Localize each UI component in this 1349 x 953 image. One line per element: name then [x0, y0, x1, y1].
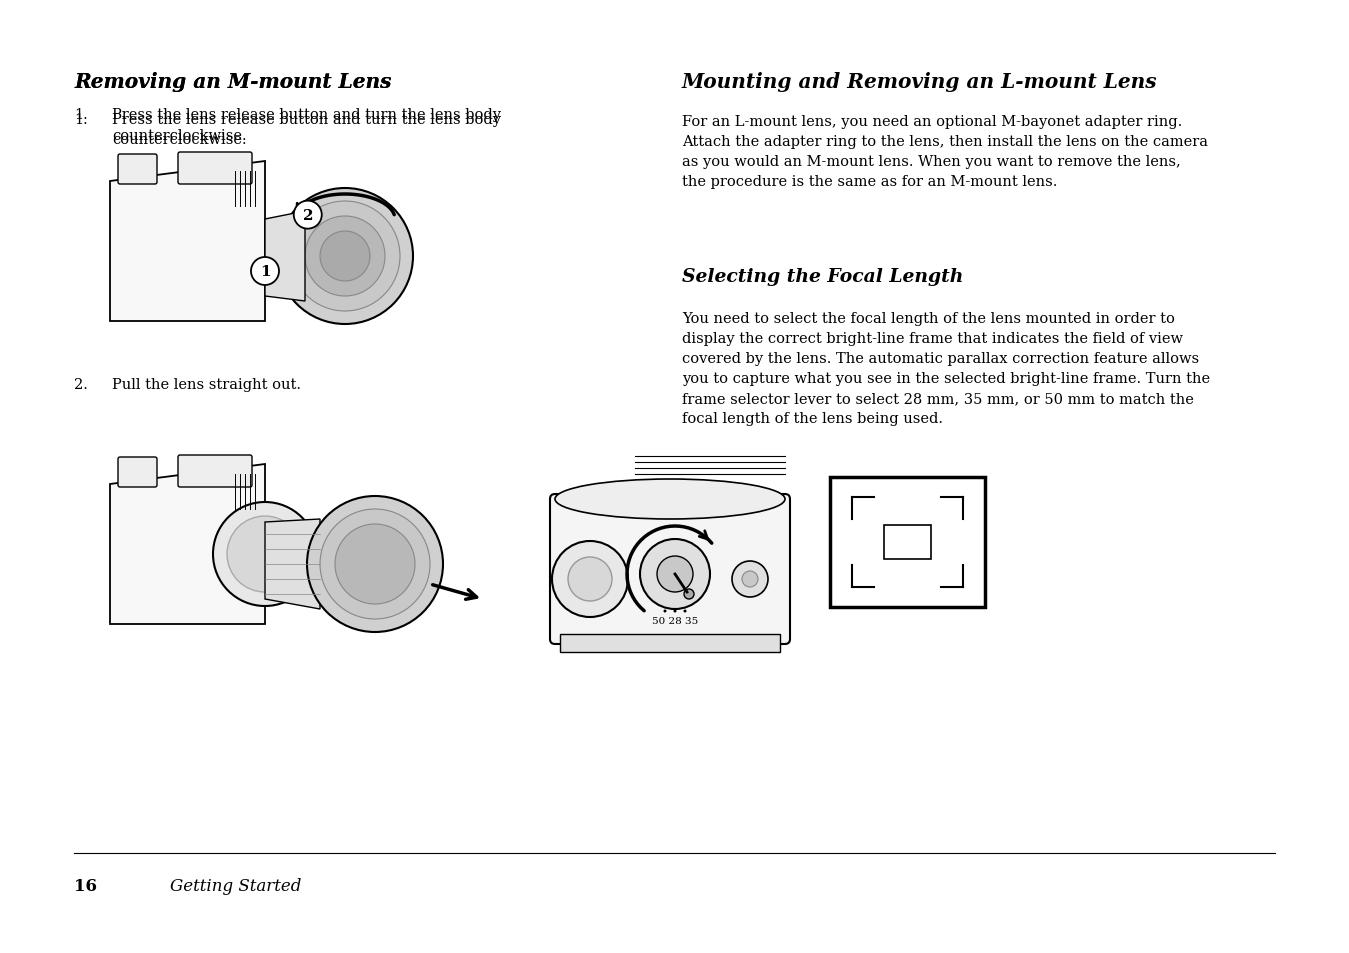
FancyBboxPatch shape [178, 152, 252, 185]
Text: Selecting the Focal Length: Selecting the Focal Length [683, 268, 963, 286]
Text: Getting Started: Getting Started [170, 877, 301, 894]
Circle shape [277, 189, 413, 325]
Text: 50 28 35: 50 28 35 [652, 617, 699, 625]
Circle shape [657, 557, 693, 593]
Text: For an L-mount lens, you need an optional M-bayonet adapter ring.
Attach the ada: For an L-mount lens, you need an optiona… [683, 115, 1207, 189]
Text: 1: 1 [260, 265, 270, 278]
Polygon shape [264, 519, 320, 609]
FancyBboxPatch shape [560, 635, 780, 652]
Circle shape [568, 558, 612, 601]
Circle shape [639, 539, 710, 609]
Circle shape [227, 517, 304, 593]
Circle shape [320, 232, 370, 282]
Circle shape [305, 216, 384, 296]
Text: 2.: 2. [74, 377, 88, 392]
Circle shape [290, 202, 401, 312]
Text: Press the lens release button and turn the lens body
counterclockwise.: Press the lens release button and turn t… [112, 112, 500, 147]
Circle shape [733, 561, 768, 598]
Circle shape [294, 201, 322, 230]
Polygon shape [264, 212, 305, 302]
FancyBboxPatch shape [117, 154, 156, 185]
Circle shape [335, 524, 415, 604]
Circle shape [213, 502, 317, 606]
Polygon shape [111, 464, 264, 624]
Polygon shape [111, 162, 264, 322]
FancyBboxPatch shape [550, 495, 791, 644]
Circle shape [684, 610, 687, 613]
FancyBboxPatch shape [830, 477, 985, 607]
FancyBboxPatch shape [178, 456, 252, 488]
Circle shape [673, 610, 676, 613]
Text: 2: 2 [302, 209, 313, 222]
Circle shape [684, 589, 693, 599]
FancyBboxPatch shape [117, 457, 156, 488]
Text: Press the lens release button and turn the lens body
counterclockwise.: Press the lens release button and turn t… [112, 108, 500, 142]
Circle shape [742, 572, 758, 587]
FancyBboxPatch shape [884, 525, 931, 559]
Circle shape [664, 610, 666, 613]
Text: Mounting and Removing an L-mount Lens: Mounting and Removing an L-mount Lens [683, 71, 1157, 91]
Circle shape [251, 257, 279, 286]
Text: Removing an M-mount Lens: Removing an M-mount Lens [74, 71, 391, 91]
Text: 1.: 1. [74, 112, 88, 127]
Text: 16: 16 [74, 877, 97, 894]
Text: Removing an M-mount Lens: Removing an M-mount Lens [74, 71, 391, 91]
Text: You need to select the focal length of the lens mounted in order to
display the : You need to select the focal length of t… [683, 312, 1210, 426]
Circle shape [552, 541, 629, 618]
Text: Pull the lens straight out.: Pull the lens straight out. [112, 377, 301, 392]
Ellipse shape [554, 479, 785, 519]
Text: 1.: 1. [74, 108, 88, 122]
Circle shape [308, 497, 442, 633]
Circle shape [320, 510, 430, 619]
